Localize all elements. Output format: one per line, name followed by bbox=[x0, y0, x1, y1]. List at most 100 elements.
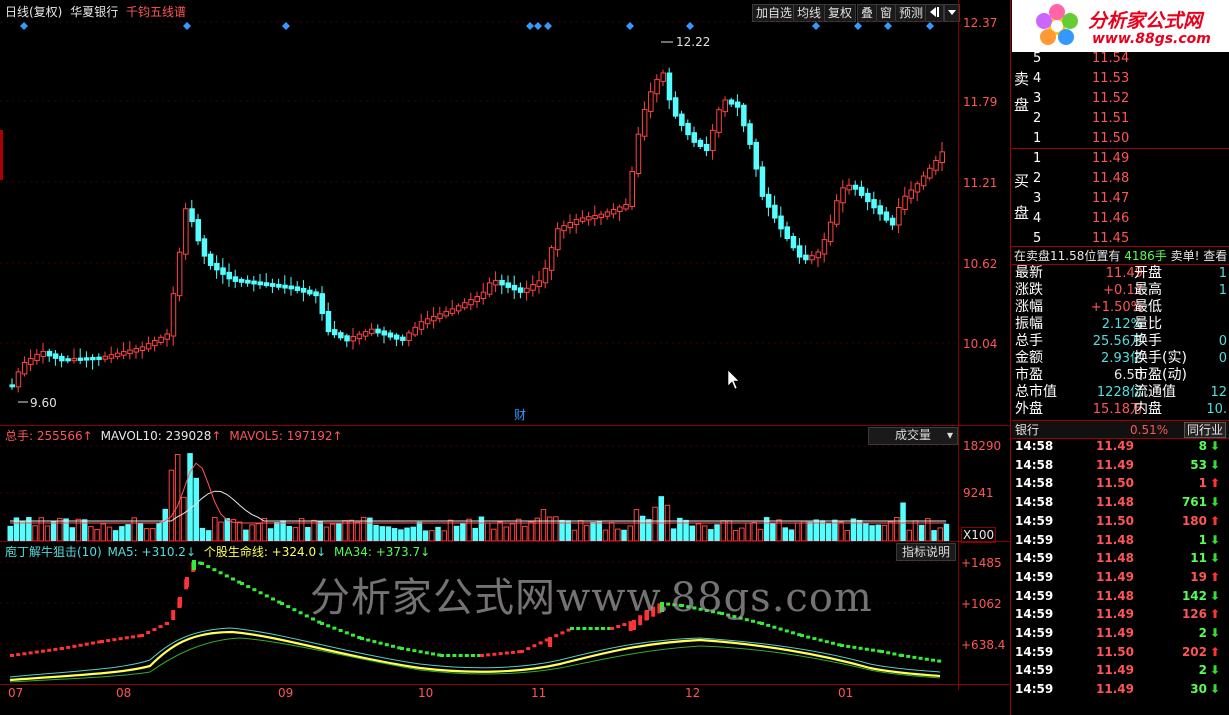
indicator-step bbox=[446, 654, 451, 657]
volume-selector[interactable]: 成交量 ▾ bbox=[868, 427, 958, 445]
volume-bar bbox=[497, 521, 503, 541]
indicator-step bbox=[548, 637, 552, 647]
indicator-step bbox=[10, 654, 14, 657]
indicator-step bbox=[240, 582, 244, 585]
volume-bar bbox=[565, 520, 571, 541]
sector-bar[interactable]: 银行 0.51% 同行业 bbox=[1012, 421, 1229, 438]
quote-row: 涨幅 +1.50% 最低 bbox=[1012, 299, 1229, 316]
tick-row[interactable]: 14:59 11.50 202 ⬆ bbox=[1012, 645, 1222, 664]
candle bbox=[325, 311, 332, 333]
rewind-icon[interactable] bbox=[925, 4, 944, 22]
volume-bar bbox=[528, 521, 534, 541]
tick-volume: 1 bbox=[1198, 476, 1207, 491]
volume-bar bbox=[460, 522, 466, 541]
tick-row[interactable]: 14:59 11.49 2 ⬇ bbox=[1012, 626, 1222, 645]
indicator-step bbox=[886, 651, 891, 655]
indicator-step bbox=[698, 607, 703, 611]
volume-chart[interactable] bbox=[0, 426, 958, 541]
indicator-step bbox=[152, 628, 157, 632]
buy-level-row[interactable]: 4 11.46 bbox=[1012, 209, 1222, 229]
buy-level-row[interactable]: 1 11.49 bbox=[1012, 149, 1222, 169]
buy-level-row[interactable]: 2 11.48 bbox=[1012, 169, 1222, 189]
candle bbox=[530, 284, 536, 291]
sell-level-row[interactable]: 3 11.52 bbox=[1012, 89, 1222, 109]
volume-bar bbox=[230, 519, 237, 541]
candle bbox=[319, 293, 325, 315]
volume-bar bbox=[472, 527, 478, 541]
sell-level-row[interactable]: 4 11.53 bbox=[1012, 69, 1222, 89]
tick-row[interactable]: 14:59 11.49 2 ⬇ bbox=[1012, 663, 1222, 682]
candle bbox=[753, 141, 759, 170]
tick-row[interactable]: 14:58 11.48 761 ⬇ bbox=[1012, 495, 1222, 514]
tick-row[interactable]: 14:59 11.48 142 ⬇ bbox=[1012, 589, 1222, 608]
candle bbox=[933, 160, 939, 171]
candle bbox=[561, 225, 567, 232]
tick-row[interactable]: 14:58 11.49 53 ⬇ bbox=[1012, 458, 1222, 477]
indicator-step bbox=[100, 640, 104, 643]
volume-bar bbox=[745, 522, 751, 541]
volume-bar bbox=[435, 526, 441, 541]
candle bbox=[883, 211, 890, 221]
window-button[interactable]: 窗 bbox=[876, 4, 897, 22]
candle bbox=[734, 101, 741, 108]
x-tick: 09 bbox=[278, 686, 294, 700]
tick-row[interactable]: 14:59 11.49 19 ⬆ bbox=[1012, 570, 1222, 589]
indicator-step bbox=[28, 651, 33, 655]
indicator-step bbox=[610, 627, 614, 630]
candle bbox=[462, 302, 468, 309]
indicator-step bbox=[480, 654, 484, 657]
indicator-help-button[interactable]: 指标说明 bbox=[896, 543, 956, 561]
tick-row[interactable]: 14:59 11.48 1 ⬇ bbox=[1012, 533, 1222, 552]
volume-tick: 9241 bbox=[963, 486, 994, 500]
candle bbox=[852, 184, 859, 190]
sell-level-row[interactable]: 2 11.51 bbox=[1012, 109, 1222, 129]
volume-bar bbox=[212, 517, 218, 541]
candle bbox=[65, 358, 71, 362]
candle bbox=[480, 291, 487, 300]
chart-header: 日线(复权) 华夏银行 千钧五线谱 bbox=[5, 5, 186, 19]
candle bbox=[232, 276, 239, 282]
candle bbox=[183, 208, 189, 255]
chevron-down-icon[interactable] bbox=[944, 4, 960, 22]
candle bbox=[486, 282, 493, 295]
period-label[interactable]: 日线(复权) bbox=[5, 5, 63, 19]
volume-bar bbox=[317, 520, 323, 541]
signal-diamond bbox=[854, 22, 862, 30]
add-watchlist-button[interactable]: 加自选 bbox=[752, 4, 797, 22]
large-order-alert[interactable]: 在卖盘11.58位置有 4186手 卖单! 查看 bbox=[1014, 249, 1228, 263]
arrow-up-icon: ⬆ bbox=[1209, 569, 1220, 584]
volume-bar bbox=[943, 523, 950, 541]
tick-row[interactable]: 14:59 11.49 30 ⬇ bbox=[1012, 682, 1222, 701]
volume-bar bbox=[19, 521, 26, 541]
candle bbox=[524, 287, 530, 293]
tick-row[interactable]: 14:58 11.49 8 ⬇ bbox=[1012, 439, 1222, 458]
formula-name[interactable]: 千钧五线谱 bbox=[126, 5, 187, 19]
tick-row[interactable]: 14:59 11.49 126 ⬆ bbox=[1012, 607, 1222, 626]
candle bbox=[896, 207, 902, 226]
site-logo[interactable]: 分析家公式网 www.88gs.com bbox=[1012, 0, 1229, 52]
same-industry-button[interactable]: 同行业 bbox=[1184, 422, 1227, 438]
adjust-button[interactable]: 复权 bbox=[824, 4, 857, 22]
sell-level-row[interactable]: 5 11.54 bbox=[1012, 49, 1222, 69]
tick-row[interactable]: 14:59 11.48 11 ⬇ bbox=[1012, 551, 1222, 570]
buy-level-row[interactable]: 5 11.45 bbox=[1012, 229, 1222, 249]
tick-time: 14:59 bbox=[1015, 569, 1054, 584]
indicator-chart[interactable] bbox=[0, 542, 958, 684]
indicator-step bbox=[357, 635, 362, 639]
volume-bar bbox=[367, 517, 373, 541]
tick-row[interactable]: 14:58 11.50 1 ⬆ bbox=[1012, 476, 1222, 495]
x-axis-border bbox=[0, 684, 1010, 685]
arrow-down-icon: ⬇ bbox=[1209, 682, 1220, 697]
volume-bar bbox=[739, 527, 745, 541]
sell-level-row[interactable]: 1 11.50 bbox=[1012, 129, 1222, 149]
candle bbox=[251, 280, 257, 285]
buy-level-row[interactable]: 3 11.47 bbox=[1012, 189, 1222, 209]
indicator-step bbox=[258, 591, 263, 595]
tick-volume: 19 bbox=[1190, 569, 1207, 584]
tick-row[interactable]: 14:59 11.50 180 ⬆ bbox=[1012, 514, 1222, 533]
candlestick-chart[interactable]: 12.22 9.60 财 bbox=[0, 0, 958, 425]
indicator-step bbox=[660, 602, 664, 612]
indicator-step bbox=[784, 629, 789, 633]
ma-button[interactable]: 均线 bbox=[793, 4, 826, 22]
volume-bar bbox=[869, 525, 875, 541]
